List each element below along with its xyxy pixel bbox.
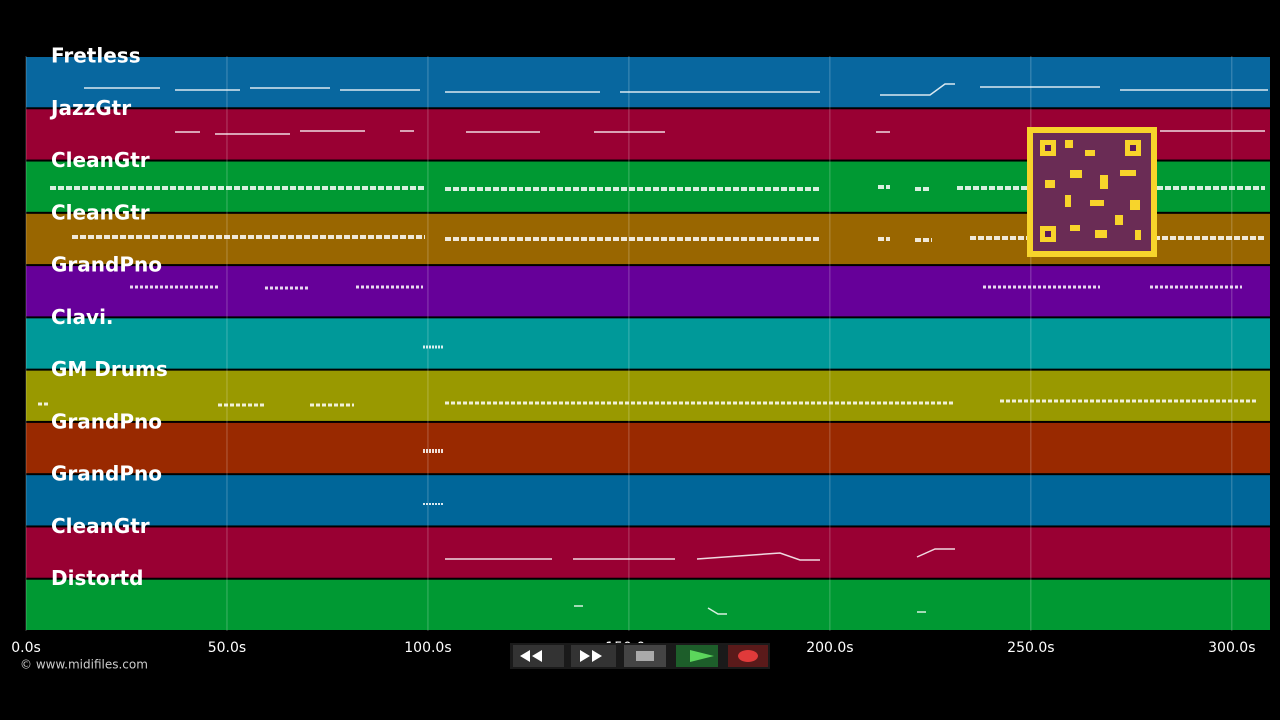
track-row [26,422,1270,474]
track-row [26,370,1270,421]
track-name: GrandPno [51,253,162,277]
tick-label: 250.0s [1007,640,1054,656]
record-button[interactable] [728,645,768,667]
track-name: JazzGtr [49,96,131,120]
track-name: GM Drums [51,357,168,381]
track-name: Clavi. [51,305,114,329]
qr-code [1027,127,1157,257]
track-name: GrandPno [51,462,162,486]
track-name: CleanGtr [51,148,150,172]
tick-label: 300.0s [1208,640,1255,656]
track-row [26,57,1270,108]
track-name: Distortd [51,566,143,590]
track-row [26,266,1270,317]
track-row [26,318,1270,369]
tick-label: 200.0s [806,640,853,656]
track-name: CleanGtr [51,514,150,538]
tick-label: 100.0s [404,640,451,656]
copyright: © www.midifiles.com [20,658,148,672]
rewind-button[interactable] [513,645,564,667]
transport-controls [510,643,770,669]
stop-button[interactable] [624,645,666,667]
notes [38,83,1268,615]
fast-forward-button[interactable] [571,645,616,667]
track-name: GrandPno [51,409,162,433]
tick-label: 0.0s [11,640,41,656]
track-name: CleanGtr [51,200,150,224]
tick-label: 50.0s [208,640,246,656]
track-row [26,527,1270,578]
track-row [26,579,1270,630]
track-name: Fretless [51,44,141,68]
play-button[interactable] [676,645,718,667]
track-row [26,475,1270,526]
